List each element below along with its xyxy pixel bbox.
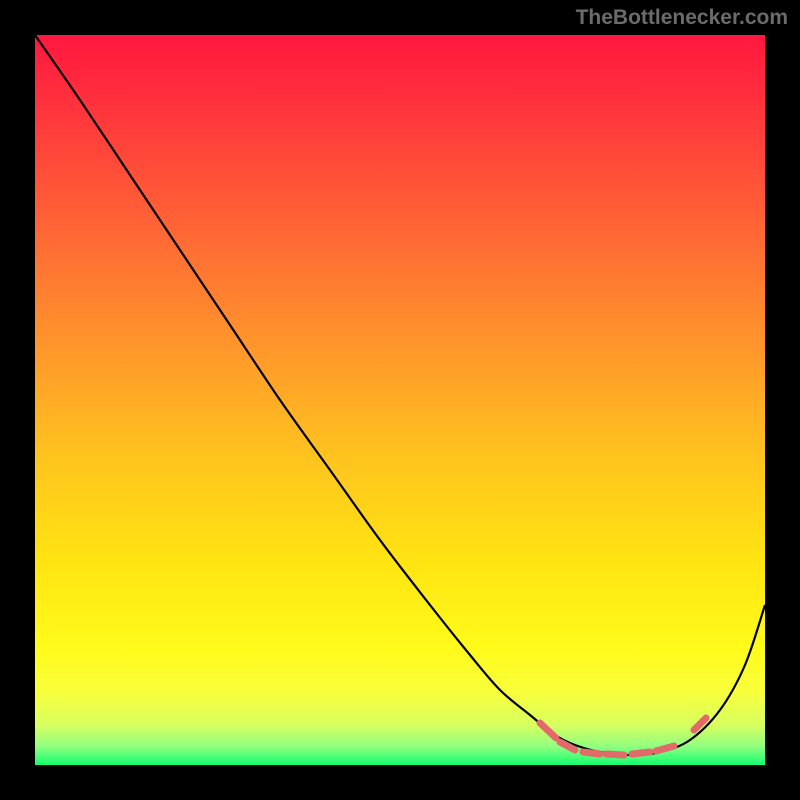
watermark-text: TheBottlenecker.com	[576, 6, 788, 30]
marker-dash	[606, 754, 624, 755]
chart-container: TheBottlenecker.com	[0, 0, 800, 800]
plot-background	[35, 35, 765, 765]
marker-dash	[583, 752, 600, 754]
marker-dash	[632, 752, 650, 754]
bottleneck-chart	[0, 0, 800, 800]
marker-dash	[656, 746, 674, 751]
